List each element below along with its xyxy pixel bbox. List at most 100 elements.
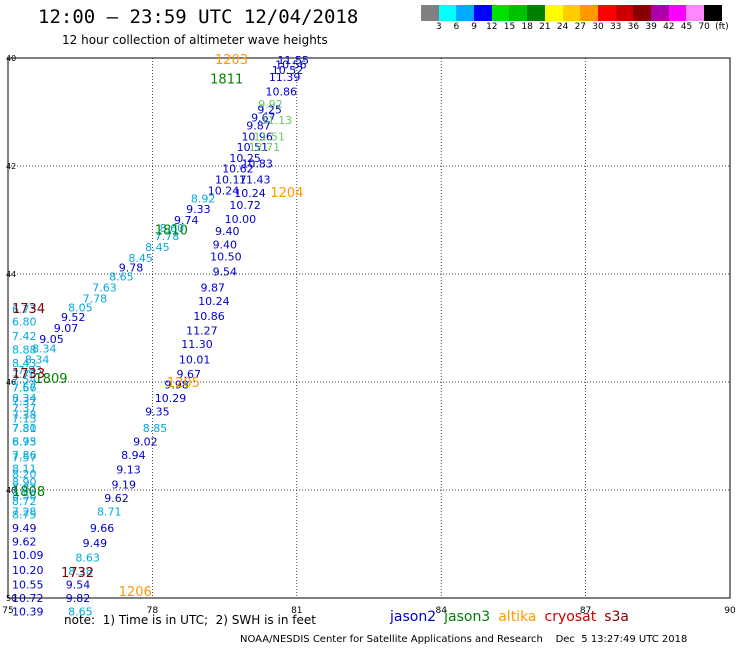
wave-height-value: 9.13	[116, 463, 141, 476]
wave-height-value: 9.52	[61, 311, 86, 324]
scale-label: 3	[435, 22, 442, 32]
wave-height-value: 9.66	[90, 522, 115, 535]
scale-swatch	[421, 5, 439, 21]
satellite-legend: jason2 jason3 altika cryosat s3a	[390, 609, 637, 625]
wave-height-value: 8.45	[128, 252, 153, 265]
wave-height-value: 10.24	[208, 184, 240, 197]
wave-height-value: 11.27	[186, 325, 218, 338]
scale-label: 9	[471, 22, 477, 32]
pass-time-label: 1810	[155, 224, 188, 239]
wave-height-value: 9.40	[215, 225, 240, 238]
pass-time-label: 1206	[119, 585, 152, 600]
scale-swatch	[686, 5, 704, 21]
wave-height-value: 8.95	[12, 435, 37, 448]
wave-height-value: 7.28	[12, 506, 37, 519]
scale-label: 12	[486, 22, 498, 32]
wave-height-value: 7.80	[12, 422, 37, 435]
wave-height-value: 11.51	[253, 130, 284, 143]
wave-height-value: 8.58	[12, 489, 37, 502]
wave-height-value: 10.25	[229, 152, 261, 165]
wave-height-value: 8.60	[160, 222, 185, 235]
page-title: 12:00 – 23:59 UTC 12/04/2018	[38, 6, 359, 28]
scale-swatch	[704, 5, 722, 21]
wave-height-value: 9.49	[12, 522, 37, 535]
note-text: note: 1) Time is in UTC; 2) SWH is in fe…	[64, 613, 316, 627]
wave-height-value: 9.40	[213, 238, 238, 251]
wave-height-value: 7.76	[12, 368, 37, 381]
wave-height-value: 10.56	[275, 58, 307, 71]
scale-swatch	[544, 5, 563, 21]
x-tick-label: 90	[724, 606, 736, 616]
legend-cryosat: cryosat	[544, 609, 597, 625]
wave-height-value: 7.57	[12, 381, 37, 394]
scale-swatch	[438, 5, 457, 21]
scale-label: 6	[453, 22, 460, 32]
wave-height-value: 9.54	[213, 265, 238, 278]
wave-height-value: 10.62	[222, 163, 254, 176]
y-tick-label: 42	[6, 162, 16, 171]
wave-height-value: 8.65	[109, 271, 134, 284]
scale-label: 70	[698, 22, 710, 32]
wave-height-value: 8.34	[12, 392, 37, 405]
wave-height-value: 10.72	[229, 199, 261, 212]
wave-height-value: 10.24	[198, 295, 230, 308]
legend-jason2: jason2	[390, 609, 437, 625]
wave-height-value: 7.66	[12, 381, 37, 394]
wave-height-value: 9.35	[145, 406, 170, 419]
wave-height-value: 9.67	[176, 368, 201, 381]
wave-height-value: 7.38	[12, 408, 37, 421]
wave-height-value: 10.24	[234, 187, 266, 200]
wave-height-value: 10.55	[12, 579, 44, 592]
wave-height-value: 8.11	[12, 462, 37, 475]
pass-time-label: 1808	[12, 485, 45, 500]
wave-height-value: 8.63	[75, 552, 100, 565]
pass-time-label: 1732	[61, 566, 94, 581]
scale-label: 39	[645, 22, 657, 32]
wave-height-value: 9.33	[186, 203, 211, 216]
wave-height-value: 6.73	[12, 435, 37, 448]
wave-height-value: 9.05	[39, 333, 64, 346]
wave-height-value: 9.92	[258, 98, 283, 111]
x-tick-label: 87	[580, 606, 591, 616]
wave-height-value: 8.94	[121, 449, 146, 462]
wave-height-value: 11.13	[261, 114, 293, 127]
wave-height-value: 8.92	[191, 192, 216, 205]
credit-text: NOAA/NESDIS Center for Satellite Applica…	[240, 634, 688, 645]
wave-height-value: 9.62	[104, 492, 128, 505]
wave-height-value: 10.20	[12, 564, 44, 577]
wave-height-value: 10.39	[12, 606, 44, 619]
wave-height-value: 9.98	[164, 379, 189, 392]
wave-height-value: 9.19	[111, 479, 136, 492]
wave-height-value: 8.85	[143, 422, 168, 435]
wave-height-value: 8.34	[25, 353, 49, 366]
wave-height-value: 6.80	[12, 316, 37, 329]
scale-label: 45	[680, 22, 693, 32]
wave-height-value: 8.45	[145, 241, 170, 254]
color-scale-labels: 3 6 9 12 15 18 21 24 27 30 33 36 39 42 45 70 (ft)	[421, 22, 740, 34]
wave-height-value: 10.86	[266, 85, 298, 98]
wave-height-value: 10.72	[12, 592, 44, 605]
y-tick-label: 46	[6, 378, 16, 387]
scale-swatch	[650, 5, 669, 21]
scale-swatch	[668, 5, 687, 21]
y-tick-label: 48	[6, 486, 16, 495]
y-tick-label: 50	[6, 594, 16, 603]
pass-time-label: 1204	[270, 186, 303, 201]
wave-height-value: 8.75	[12, 508, 37, 521]
scale-swatch	[562, 5, 581, 21]
scale-label: 21	[539, 22, 551, 32]
scale-swatch	[615, 5, 634, 21]
wave-height-value: 7.42	[12, 330, 37, 343]
wave-height-value: 6.73	[12, 303, 37, 316]
wave-height-value: 7.13	[12, 413, 37, 426]
pass-time-label: 1203	[215, 53, 248, 68]
wave-height-value: 11.30	[181, 338, 213, 351]
legend-altika: altika	[498, 609, 537, 625]
wave-height-value: 10.50	[210, 251, 242, 264]
wave-height-value: 7.83	[12, 481, 37, 494]
pass-time-label: 1205	[167, 376, 200, 391]
wave-height-value: 7.78	[83, 292, 108, 305]
wave-height-value: 8.65	[68, 606, 93, 619]
wave-height-color-scale	[421, 5, 722, 21]
